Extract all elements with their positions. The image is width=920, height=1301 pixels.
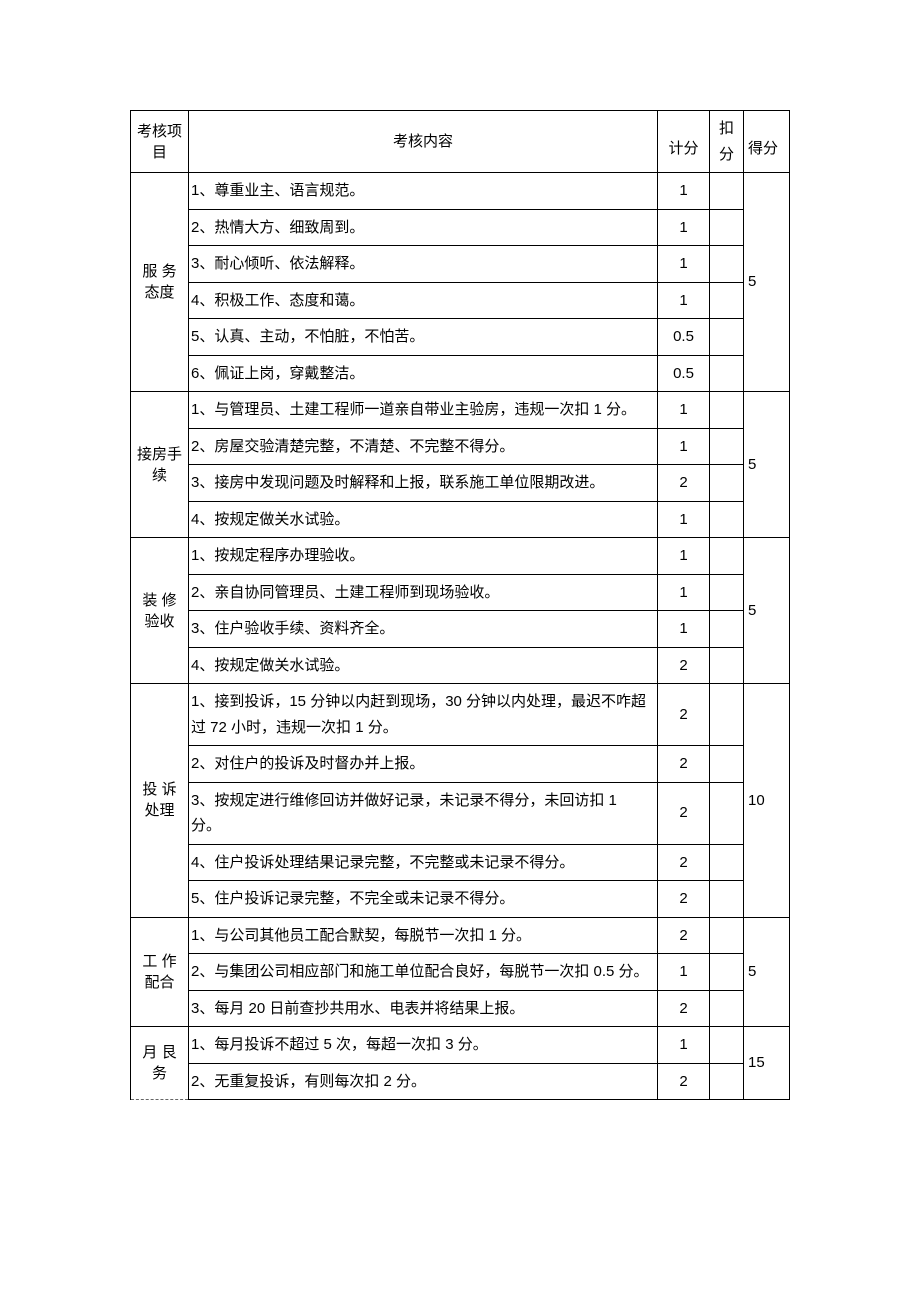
section-total: 15 [744,1027,790,1100]
row-text: 1、每月投诉不超过 5 次，每超一次扣 3 分。 [189,1027,658,1064]
row-text: 1、与公司其他员工配合默契，每脱节一次扣 1 分。 [189,917,658,954]
row-score: 1 [658,246,710,283]
row-deduction [710,954,744,991]
section-total: 5 [744,538,790,684]
row-text: 3、按规定进行维修回访并做好记录，未记录不得分，未回访扣 1 分。 [189,782,658,844]
header-category: 考核项目 [131,111,189,173]
row-text: 3、耐心倾听、依法解释。 [189,246,658,283]
row-score: 1 [658,428,710,465]
row-text: 1、尊重业主、语言规范。 [189,173,658,210]
row-deduction [710,538,744,575]
section-total: 5 [744,392,790,538]
row-score: 2 [658,684,710,746]
section-category: 服 务态度 [131,173,189,392]
row-score: 0.5 [658,319,710,356]
row-score: 0.5 [658,355,710,392]
row-score: 2 [658,1063,710,1100]
row-deduction [710,574,744,611]
row-score: 2 [658,917,710,954]
header-blank-2 [744,111,790,125]
row-text: 1、按规定程序办理验收。 [189,538,658,575]
row-deduction [710,611,744,648]
section-category: 投 诉处理 [131,684,189,918]
row-text: 3、每月 20 日前查抄共用水、电表并将结果上报。 [189,990,658,1027]
row-deduction [710,1027,744,1064]
row-deduction [710,246,744,283]
row-deduction [710,1063,744,1100]
row-text: 1、接到投诉，15 分钟以内赶到现场，30 分钟以内处理，最迟不咋超过 72 小… [189,684,658,746]
row-score: 1 [658,173,710,210]
row-score: 1 [658,392,710,429]
row-score: 2 [658,990,710,1027]
row-deduction [710,844,744,881]
row-deduction [710,647,744,684]
header-deduction: 扣分 [710,111,744,173]
row-text: 4、按规定做关水试验。 [189,647,658,684]
section-category: 接房手续 [131,392,189,538]
row-score: 1 [658,954,710,991]
row-deduction [710,319,744,356]
row-deduction [710,173,744,210]
row-text: 4、积极工作、态度和蔼。 [189,282,658,319]
row-score: 2 [658,782,710,844]
header-score: 计分 [658,125,710,173]
row-text: 4、按规定做关水试验。 [189,501,658,538]
row-text: 3、接房中发现问题及时解释和上报，联系施工单位限期改进。 [189,465,658,502]
row-deduction [710,392,744,429]
row-text: 6、佩证上岗，穿戴整洁。 [189,355,658,392]
row-deduction [710,917,744,954]
row-text: 2、对住户的投诉及时督办并上报。 [189,746,658,783]
row-deduction [710,465,744,502]
row-score: 2 [658,881,710,918]
header-content: 考核内容 [189,111,658,173]
row-text: 2、与集团公司相应部门和施工单位配合良好，每脱节一次扣 0.5 分。 [189,954,658,991]
row-score: 1 [658,538,710,575]
row-text: 1、与管理员、土建工程师一道亲自带业主验房，违规一次扣 1 分。 [189,392,658,429]
row-deduction [710,782,744,844]
row-score: 2 [658,746,710,783]
section-category: 工 作配合 [131,917,189,1027]
row-deduction [710,746,744,783]
row-text: 2、热情大方、细致周到。 [189,209,658,246]
row-text: 2、亲自协同管理员、土建工程师到现场验收。 [189,574,658,611]
row-score: 1 [658,574,710,611]
row-deduction [710,428,744,465]
row-score: 1 [658,209,710,246]
row-score: 2 [658,465,710,502]
row-text: 3、住户验收手续、资料齐全。 [189,611,658,648]
row-score: 1 [658,501,710,538]
row-text: 4、住户投诉处理结果记录完整，不完整或未记录不得分。 [189,844,658,881]
row-deduction [710,209,744,246]
row-text: 2、无重复投诉，有则每次扣 2 分。 [189,1063,658,1100]
row-deduction [710,990,744,1027]
row-deduction [710,684,744,746]
section-total: 10 [744,684,790,918]
header-blank [658,111,710,125]
row-text: 5、认真、主动，不怕脏，不怕苦。 [189,319,658,356]
row-text: 2、房屋交验清楚完整，不清楚、不完整不得分。 [189,428,658,465]
row-deduction [710,881,744,918]
row-score: 1 [658,1027,710,1064]
row-score: 1 [658,282,710,319]
row-deduction [710,355,744,392]
assessment-table: 考核项目考核内容扣分计分得分服 务态度1、尊重业主、语言规范。152、热情大方、… [130,110,790,1100]
row-text: 5、住户投诉记录完整，不完全或未记录不得分。 [189,881,658,918]
section-category: 装 修验收 [131,538,189,684]
section-category: 月 艮务 [131,1027,189,1100]
section-total: 5 [744,173,790,392]
row-score: 2 [658,647,710,684]
row-score: 1 [658,611,710,648]
header-total: 得分 [744,125,790,173]
section-total: 5 [744,917,790,1027]
row-score: 2 [658,844,710,881]
row-deduction [710,501,744,538]
row-deduction [710,282,744,319]
